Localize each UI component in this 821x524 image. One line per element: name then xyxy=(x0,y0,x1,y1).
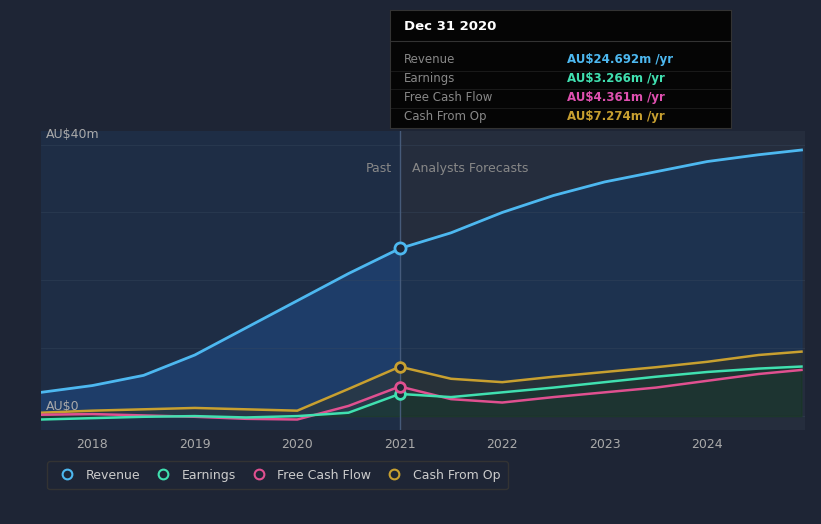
Text: AU$7.274m /yr: AU$7.274m /yr xyxy=(567,110,665,123)
Text: AU$4.361m /yr: AU$4.361m /yr xyxy=(567,91,665,104)
Bar xyxy=(400,131,805,430)
Text: Cash From Op: Cash From Op xyxy=(404,110,486,123)
Text: Revenue: Revenue xyxy=(404,53,455,67)
Text: Earnings: Earnings xyxy=(404,72,455,85)
Text: Past: Past xyxy=(365,161,392,174)
Text: Dec 31 2020: Dec 31 2020 xyxy=(404,20,496,34)
Text: Free Cash Flow: Free Cash Flow xyxy=(404,91,492,104)
Text: Analysts Forecasts: Analysts Forecasts xyxy=(412,161,529,174)
Legend: Revenue, Earnings, Free Cash Flow, Cash From Op: Revenue, Earnings, Free Cash Flow, Cash … xyxy=(48,461,507,489)
Text: AU$40m: AU$40m xyxy=(46,128,100,141)
Text: AU$3.266m /yr: AU$3.266m /yr xyxy=(567,72,665,85)
Text: AU$0: AU$0 xyxy=(46,400,80,413)
Text: AU$24.692m /yr: AU$24.692m /yr xyxy=(567,53,673,67)
